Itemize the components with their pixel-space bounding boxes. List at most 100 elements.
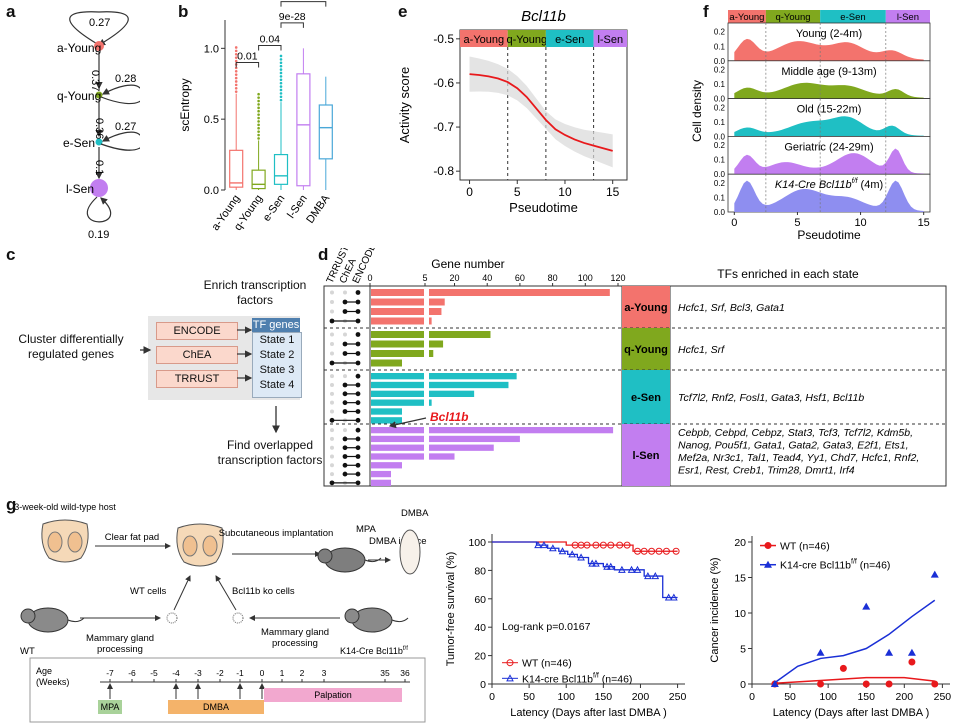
outlier [257,109,260,113]
state-band [507,30,546,47]
y-tick-label: -0.6 [433,76,454,90]
timeline-tick-label: -5 [150,668,158,678]
tf-state-4: State 4 [259,379,295,391]
state-color-box [622,328,670,370]
y-axis-title: scEntropy [178,78,192,131]
tf-list: Hcfc1, Srf [678,344,725,356]
density-row: Middle age (9-13m) 0.0 0.1 0.2 [714,60,931,104]
gene-bar-ext [429,350,434,357]
data-point [930,570,939,578]
x-tick-label: 60 [515,273,525,283]
censor-mark [588,559,597,567]
x-tick-label: DMBA [304,192,332,225]
data-point [931,680,939,688]
censor-mark [670,593,678,601]
censor-mark [534,541,542,549]
gene-bar [371,390,424,397]
implant-label: Subcutaneous implantation [219,528,334,539]
outlier [257,116,260,120]
ko-cells-icon [232,612,244,624]
state-color-box [622,424,670,486]
x-tick-label: e-Sen [261,193,288,224]
arrow-wt-cells [173,575,191,611]
state-name: l-Sen [633,450,660,462]
outlier [257,137,260,140]
upset-dot [330,428,334,433]
timeline-tick-label: 36 [400,668,410,678]
density-row: Young (2-4m) 0.0 0.1 0.2 [714,22,931,66]
censor-mark [640,547,648,555]
age-label-1: Age [36,666,52,676]
tf-line: Tcf7l2, Rnf2, Fosl1, Gata3, Hsf1, Bcl11b [678,392,864,404]
gene-bar-ext [429,308,442,315]
upset-dot [330,445,334,450]
legend-suffix: (n=46) [857,560,891,572]
gene-bar [371,359,402,367]
tf-line: Cebpb, Cebpd, Cebpz, Stat3, Tcf3, Tcf7l2… [678,427,913,439]
gene-bar [371,340,424,348]
censor-mark [592,559,600,567]
y-axis-title: Tumor-free survival (%) [445,552,457,667]
mpa-bar [98,700,122,714]
y-tick-label: 20 [474,651,486,663]
outlier [279,58,283,61]
gene-bar [371,408,402,415]
outlier [279,54,283,58]
gene-bar-ext [429,399,432,406]
trend-line [774,676,935,685]
x-axis-title: Pseudotime [797,228,861,242]
gene-bar-ext [429,444,494,451]
y-axis-title: Cancer incidence (%) [709,557,721,662]
state-band [820,10,886,23]
tf-line: Hcfc1, Srf, Bcl3, Gata1 [678,302,785,314]
x-axis-title: Latency (Days after last DMBA ) [510,707,667,719]
outlier [279,95,283,99]
censor-mark [623,541,631,549]
gene-bar-ext [429,373,517,380]
x-tick-label: 150 [857,691,875,703]
y-axis-title: Activity score [397,67,412,144]
upset-dot [330,351,334,356]
state-q-young: q-Young 0.28 [57,73,140,105]
upset-dot [330,300,334,304]
censor-mark [633,547,641,555]
ko-cells-label: Bcl11b ko cells [232,586,295,597]
panel-c-workflow: Enrich transcription factors Cluster dif… [0,250,322,490]
legend-label: WT (n=46) [780,541,830,553]
row-label: Middle age (9-13m) [781,66,876,78]
outlier [279,98,283,102]
tf-list: Hcfc1, Srf, Bcl3, Gata1 [678,302,785,314]
timeline-tick-label: -7 [106,668,114,678]
timeline-tick-label: -3 [194,668,202,678]
outlier [257,106,260,110]
mammary-left-2: processing [97,644,143,655]
upset-dot [343,428,347,433]
panel-e-activity-plot: Bcl11b a-Young q-Young e-Sen l-Sen 0 5 10 15 -0.5… [397,8,628,215]
k14-mouse-label: K14-Cre Bcl11bf/f [340,646,408,656]
outlier [257,123,260,127]
panel-label-b: b [178,2,189,21]
upset-dot-active [355,373,361,379]
box [273,153,289,185]
trans-2: 0.36 [93,118,105,139]
y-axis-title: Cell density [690,80,704,142]
upset-dot [330,342,334,346]
x-tick-label: 100 [819,691,837,703]
data-point [817,680,825,688]
outlier [234,90,238,93]
loop-q-young: 0.28 [115,73,136,85]
label-l-sen: l-Sen [66,182,94,196]
y-tick-label: 0.2 [714,66,726,75]
loop-l-sen: 0.19 [88,229,109,241]
censor-mark [540,541,548,549]
gene-bar [371,381,424,389]
upset-dot [343,290,347,295]
censor-mark [651,572,660,580]
panel-label-a: a [6,2,16,21]
p-value: 8e-24 [290,0,317,2]
enrich-title: Enrich transcription factors [203,278,307,307]
wt-cells-label: WT cells [130,586,166,597]
x-tick-label: 10 [854,217,866,229]
state-a-young: a-Young 0.27 [57,11,129,55]
state-row-e-sen: e-Sen Tcf7l2, Rnf2, Fosl1, Gata3, Hsf1, B… [324,369,946,424]
